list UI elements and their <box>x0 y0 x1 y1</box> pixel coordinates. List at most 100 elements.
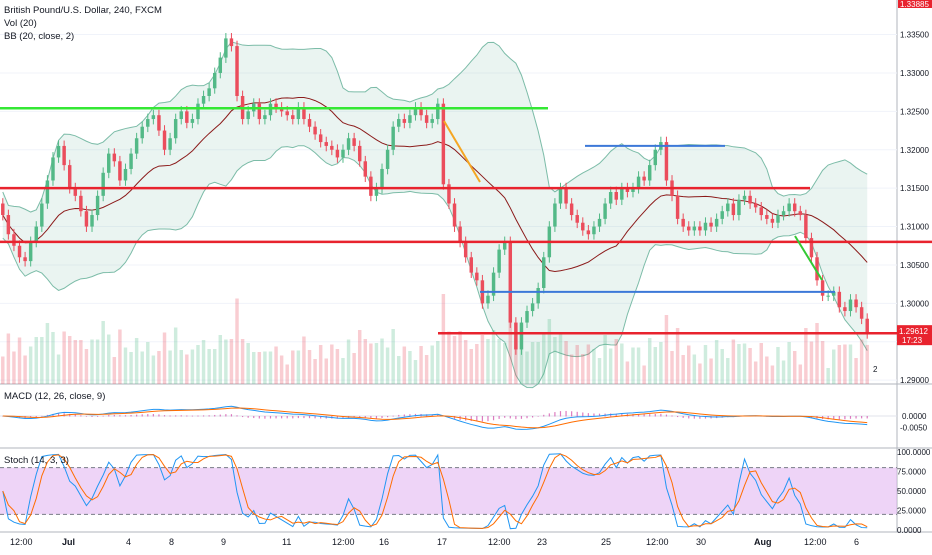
candle-body <box>865 318 869 334</box>
price-tick-label: 1.29000 <box>900 376 929 385</box>
candle-body <box>84 211 89 227</box>
macd-histogram-bar <box>370 416 372 419</box>
volume-bar <box>212 349 217 384</box>
macd-histogram-bar <box>699 416 701 419</box>
volume-bar <box>207 349 211 384</box>
macd-histogram-bar <box>665 414 668 417</box>
candle-body <box>742 195 747 200</box>
volume-bar <box>832 349 836 384</box>
stoch-tick-label: 50.0000 <box>897 487 926 496</box>
orange-arrow <box>443 120 481 183</box>
last-price-label: 1.29612 <box>899 327 928 336</box>
macd-histogram-bar <box>85 416 88 417</box>
macd-histogram-bar <box>35 416 37 418</box>
macd-histogram-bar <box>113 414 115 417</box>
volume-bar <box>820 341 825 384</box>
candle-body <box>413 107 418 116</box>
candle-body <box>553 203 557 227</box>
macd-histogram-bar <box>102 415 104 417</box>
volume-bar <box>737 344 741 384</box>
volume-bar <box>720 349 724 384</box>
candle-body <box>430 119 434 123</box>
candle-body <box>134 138 139 154</box>
volume-bar <box>452 336 457 384</box>
candle-body <box>335 149 340 158</box>
candle-body <box>502 241 507 250</box>
volume-bar <box>291 350 295 384</box>
macd-line <box>2 405 868 430</box>
volume-bar <box>134 338 139 384</box>
volume-bar <box>6 333 11 384</box>
candle-body <box>341 149 345 158</box>
candle-body <box>307 119 312 127</box>
candle-body <box>397 119 401 127</box>
candle-body <box>6 215 11 235</box>
candle-body <box>581 222 585 231</box>
candle-body <box>17 245 22 258</box>
candle-body <box>447 184 451 204</box>
stoch-band <box>0 467 897 515</box>
candle-body <box>73 188 78 196</box>
candle-body <box>90 215 94 227</box>
volume-bar <box>268 351 273 384</box>
macd-histogram-bar <box>437 414 439 417</box>
candle-body <box>636 176 641 189</box>
stoch-indicator-label[interactable]: Stoch (14, 3, 3) <box>4 455 69 466</box>
macd-histogram-bar <box>593 413 595 417</box>
macd-histogram-bar <box>202 415 205 417</box>
volume-bar <box>34 337 38 384</box>
vol-indicator-label[interactable]: Vol (20) <box>4 18 37 29</box>
volume-bar <box>781 360 786 384</box>
volume-bar <box>558 332 563 384</box>
symbol-title[interactable]: British Pound/U.S. Dollar, 240, FXCM <box>4 5 162 16</box>
macd-indicator-label[interactable]: MACD (12, 26, close, 9) <box>4 391 106 402</box>
candle-body <box>575 215 579 223</box>
stoch-d-line <box>2 453 868 529</box>
candle-body <box>848 299 853 312</box>
volume-bar <box>653 347 658 384</box>
candle-body <box>369 176 373 196</box>
top-price-badge <box>898 0 932 8</box>
candle-body <box>140 126 144 139</box>
volume-bar <box>848 344 853 384</box>
candle-body <box>45 180 50 204</box>
volume-bar <box>274 346 278 384</box>
volume-bar <box>497 339 501 384</box>
bb-band-fill <box>2 41 868 388</box>
candle-body <box>770 218 775 223</box>
macd-histogram-bar <box>41 415 43 417</box>
volume-bar <box>742 343 747 384</box>
macd-histogram-bar <box>108 415 110 417</box>
volume-bar <box>536 342 540 384</box>
macd-histogram-bar <box>80 415 82 417</box>
candle-body <box>313 126 317 135</box>
macd-histogram-bar <box>559 411 562 417</box>
candle-body <box>709 222 713 227</box>
volume-bar <box>804 328 808 384</box>
volume-bar <box>235 298 239 384</box>
candle-body <box>330 145 334 150</box>
candle-body <box>463 241 468 258</box>
volume-bar <box>865 344 869 384</box>
volume-bar <box>363 339 368 384</box>
macd-histogram-bar <box>582 412 584 417</box>
price-tick-label: 1.30500 <box>900 261 929 270</box>
candle-body <box>452 203 457 227</box>
candle-body <box>804 215 808 239</box>
bb-indicator-label[interactable]: BB (20, close, 2) <box>4 31 75 42</box>
volume-bar <box>670 351 674 384</box>
price-tick-label: 1.33500 <box>900 31 929 40</box>
time-axis-label: 9 <box>221 537 226 547</box>
volume-bar <box>759 343 763 384</box>
volume-bar <box>391 329 395 384</box>
candle-body <box>112 153 117 162</box>
candle-body <box>675 195 680 219</box>
candle-body <box>614 192 618 200</box>
macd-histogram-bar <box>548 413 550 417</box>
volume-bar <box>620 343 624 384</box>
volume-bar <box>726 358 730 384</box>
time-axis-label: 12:00 <box>332 537 355 547</box>
candle-body <box>491 272 496 296</box>
macd-histogram-bar <box>314 416 316 419</box>
